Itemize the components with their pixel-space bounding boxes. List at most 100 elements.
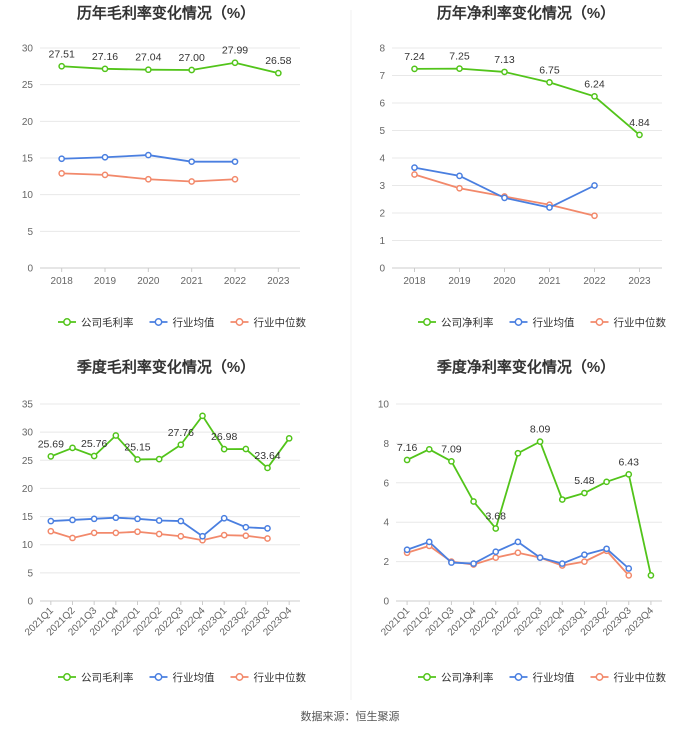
y-tick-label: 8 — [379, 44, 385, 55]
data-point-median — [155, 530, 163, 538]
data-point-median — [177, 532, 185, 540]
data-point-median — [47, 527, 55, 535]
y-tick-label: 3 — [379, 181, 385, 192]
legend-item-company[interactable]: 公司毛利率 — [58, 671, 134, 684]
data-point-avg — [492, 548, 500, 556]
data-point-company — [274, 69, 282, 77]
data-point-company — [581, 489, 588, 497]
data-point-median — [69, 534, 76, 542]
data-point-avg — [603, 545, 610, 553]
data-point-company — [47, 453, 55, 460]
data-point-avg — [101, 153, 109, 161]
legend-item-avg[interactable]: 行业均值 — [149, 316, 215, 329]
x-tick-label: 2020 — [137, 276, 160, 287]
legend-item-median[interactable]: 行业中位数 — [590, 671, 667, 684]
data-point-company — [625, 470, 633, 478]
legend-label: 行业中位数 — [254, 316, 307, 329]
data-label: 27.76 — [168, 427, 194, 439]
data-label: 7.24 — [404, 51, 425, 63]
data-point-avg — [591, 182, 598, 189]
x-tick-label: 2022 — [583, 276, 606, 287]
data-point-avg — [47, 517, 55, 525]
legend-swatch-marker — [235, 673, 244, 681]
legend-label: 行业中位数 — [254, 671, 307, 684]
y-tick-label: 10 — [378, 400, 390, 411]
quarterly-gross-title: 季度毛利率变化情况（%） — [77, 358, 255, 376]
data-label: 7.16 — [397, 442, 418, 454]
legend-label: 行业均值 — [533, 671, 575, 684]
legend-item-median[interactable]: 行业中位数 — [230, 671, 307, 684]
legend-label: 公司毛利率 — [81, 671, 134, 684]
data-point-company — [177, 441, 185, 449]
legend-swatch-marker — [154, 673, 163, 681]
legend-item-median[interactable]: 行业中位数 — [590, 316, 667, 329]
x-tick-label: 2019 — [448, 276, 471, 287]
data-label: 6.43 — [619, 456, 640, 468]
data-point-avg — [264, 525, 271, 532]
data-point-median — [514, 549, 522, 557]
legend-label: 行业均值 — [173, 316, 215, 329]
quarterly-net-title: 季度净利率变化情况（%） — [437, 358, 615, 376]
legend-item-median[interactable]: 行业中位数 — [230, 316, 307, 329]
data-point-company — [144, 66, 152, 74]
data-point-company — [536, 438, 544, 445]
data-point-company — [264, 464, 271, 472]
legend-item-avg[interactable]: 行业均值 — [149, 671, 215, 684]
x-tick-label: 2020 — [493, 276, 516, 287]
data-point-company — [456, 65, 463, 72]
legend-item-company[interactable]: 公司净利率 — [418, 316, 494, 329]
legend-item-company[interactable]: 公司净利率 — [418, 671, 494, 684]
legend-swatch-marker — [514, 318, 523, 326]
data-point-avg — [144, 151, 152, 159]
data-point-company — [636, 131, 643, 139]
data-point-avg — [58, 155, 66, 163]
legend-swatch-marker — [595, 673, 604, 681]
data-point-company — [470, 498, 477, 505]
data-point-avg — [403, 546, 411, 554]
data-label: 5.48 — [574, 475, 595, 487]
legend-item-avg[interactable]: 行业均值 — [509, 671, 575, 684]
data-point-avg — [242, 523, 250, 531]
data-point-avg — [546, 204, 553, 211]
legend-item-avg[interactable]: 行业均值 — [509, 316, 575, 329]
legend-label: 公司毛利率 — [81, 316, 134, 329]
legend-swatch-marker — [595, 318, 604, 326]
y-tick-label: 5 — [27, 568, 33, 579]
data-point-company — [112, 432, 120, 439]
y-tick-label: 7 — [379, 71, 385, 82]
y-tick-label: 6 — [379, 99, 385, 110]
x-tick-label: 2018 — [51, 276, 74, 287]
series-line-company — [50, 414, 290, 470]
legend-label: 公司净利率 — [441, 671, 494, 684]
annual-gross-chart: 历年毛利率变化情况（%） 0 5 10 15 20 25 30 2018 2019 2020 2021… — [22, 4, 307, 329]
y-tick-label: 10 — [22, 190, 34, 201]
y-tick-label: 2 — [379, 209, 385, 220]
data-point-avg — [514, 538, 522, 546]
legend-item-company[interactable]: 公司毛利率 — [58, 316, 134, 329]
y-tick-label: 8 — [383, 439, 389, 450]
data-point-company — [69, 444, 76, 452]
y-tick-label: 25 — [22, 80, 34, 91]
data-point-median — [625, 572, 633, 579]
data-point-company — [58, 62, 66, 70]
legend-label: 公司净利率 — [441, 316, 494, 329]
data-point-median — [188, 178, 196, 185]
data-point-median — [101, 171, 109, 179]
data-point-avg — [411, 164, 418, 171]
data-label: 27.99 — [222, 45, 248, 57]
data-point-median — [112, 529, 120, 537]
legend-label: 行业中位数 — [614, 671, 667, 684]
data-point-company — [285, 434, 293, 442]
data-point-median — [242, 532, 250, 540]
data-label: 7.13 — [494, 54, 515, 66]
y-tick-label: 0 — [27, 264, 33, 275]
y-tick-label: 5 — [379, 126, 385, 137]
data-point-company — [231, 59, 239, 67]
quarterly-gross-chart: 季度毛利率变化情况（%）051015202530352021Q12021Q220… — [22, 358, 307, 684]
data-point-company — [558, 496, 566, 503]
data-point-company — [425, 445, 433, 453]
data-label: 7.09 — [441, 443, 462, 455]
data-point-company — [155, 455, 163, 463]
data-point-avg — [456, 172, 463, 180]
x-tick-label: 2018 — [403, 276, 426, 287]
